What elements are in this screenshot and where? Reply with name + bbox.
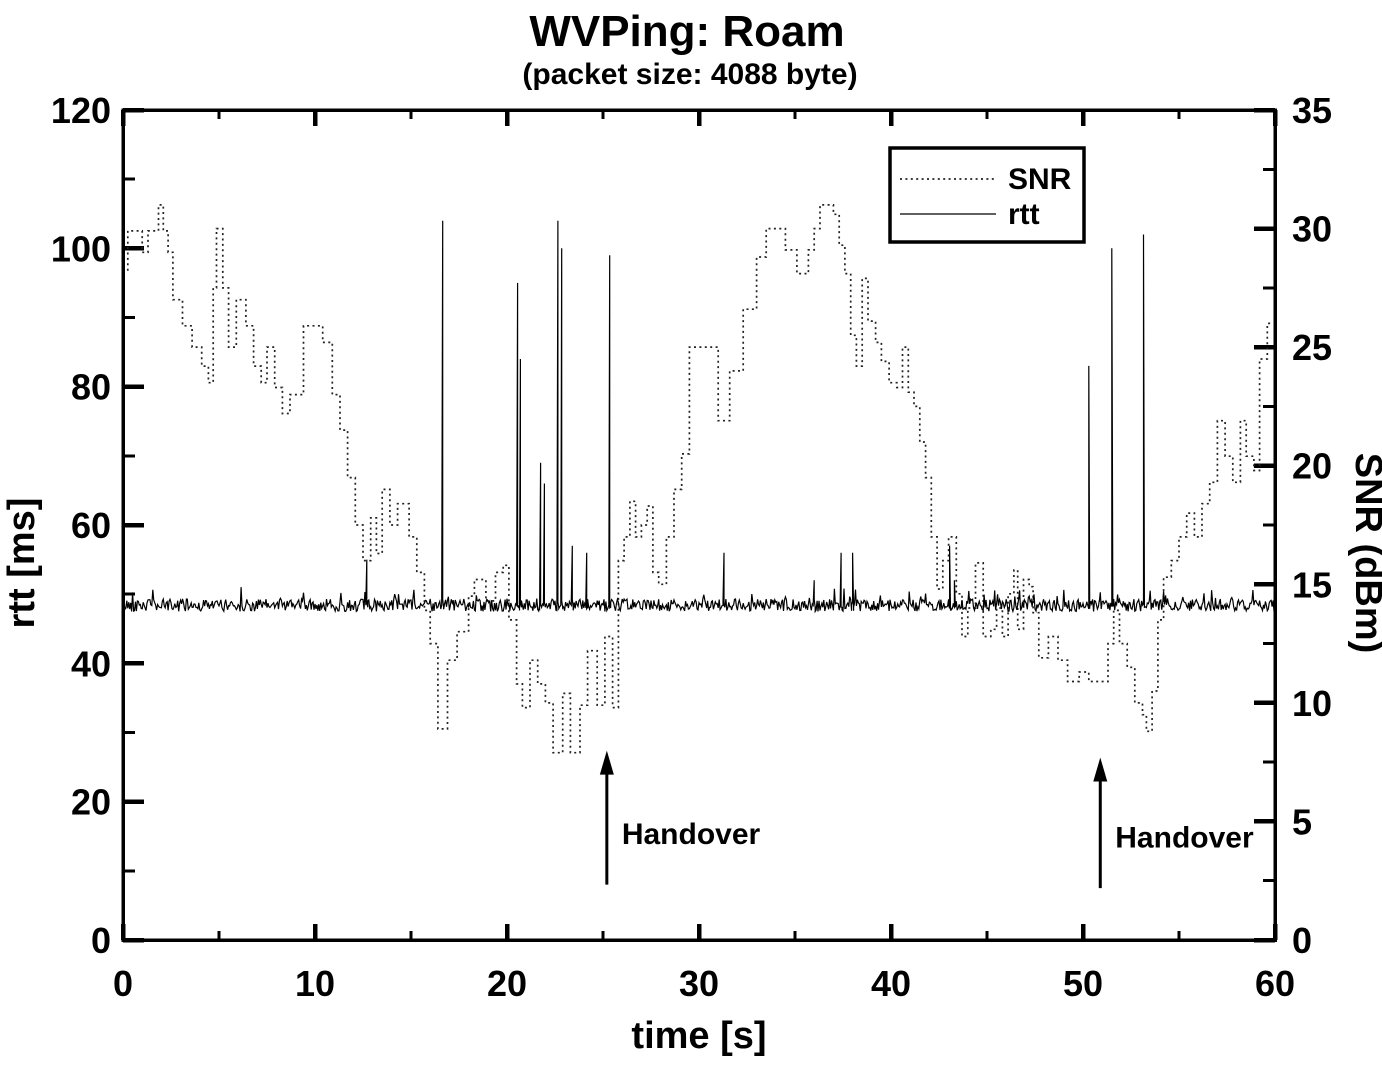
x-axis-tick-label: 50 — [1063, 963, 1103, 1004]
x-axis-tick-label: 30 — [679, 963, 719, 1004]
x-axis-tick-label: 60 — [1255, 963, 1295, 1004]
y-right-tick-label: 35 — [1292, 90, 1332, 131]
y-left-tick-label: 20 — [71, 782, 111, 823]
legend: SNR rtt — [888, 146, 1086, 244]
y-right-tick-label: 25 — [1292, 327, 1332, 368]
x-axis-tick-label: 20 — [487, 963, 527, 1004]
x-axis-label: time [s] — [631, 1015, 766, 1057]
y-left-tick-label: 100 — [51, 228, 111, 269]
chart-subtitle: (packet size: 4088 byte) — [522, 58, 857, 91]
x-axis-tick-label: 10 — [295, 963, 335, 1004]
rtt-series-line — [122, 220, 1276, 614]
legend-snr-label: SNR — [1008, 163, 1072, 196]
y-left-tick-label: 0 — [91, 920, 111, 961]
y-left-axis-label: rtt [ms] — [1, 498, 43, 629]
y-right-tick-label: 20 — [1292, 446, 1332, 487]
plot-border — [121, 108, 1277, 942]
y-right-tick-label: 30 — [1292, 209, 1332, 250]
axis-ticks: 0 10 20 30 40 50 60020406080100120051015202530… — [51, 90, 1332, 1004]
snr-series-line — [123, 204, 1276, 754]
y-right-axis-label: SNR (dBm) — [1347, 453, 1382, 654]
y-left-tick-label: 40 — [71, 643, 111, 684]
y-right-tick-label: 10 — [1292, 683, 1332, 724]
handover-arrow-head — [599, 750, 614, 775]
y-left-tick-label: 60 — [71, 505, 111, 546]
legend-rtt-label: rtt — [1008, 198, 1040, 231]
y-right-tick-label: 5 — [1292, 801, 1312, 842]
y-left-tick-label: 80 — [71, 367, 111, 408]
handover-label: Handover — [1115, 821, 1254, 854]
handover-arrow-head — [1093, 757, 1108, 782]
x-axis-tick-label: 40 — [871, 963, 911, 1004]
x-axis-tick-label: 0 — [113, 963, 133, 1004]
handover-label: Handover — [622, 818, 761, 851]
y-right-tick-label: 15 — [1292, 564, 1332, 605]
chart-title: WVPing: Roam — [529, 7, 844, 56]
y-left-tick-label: 120 — [51, 90, 111, 131]
y-right-tick-label: 0 — [1292, 920, 1312, 961]
annotations: Handover Handover — [599, 750, 1254, 889]
legend-box — [888, 146, 1086, 244]
data-series — [122, 204, 1276, 754]
